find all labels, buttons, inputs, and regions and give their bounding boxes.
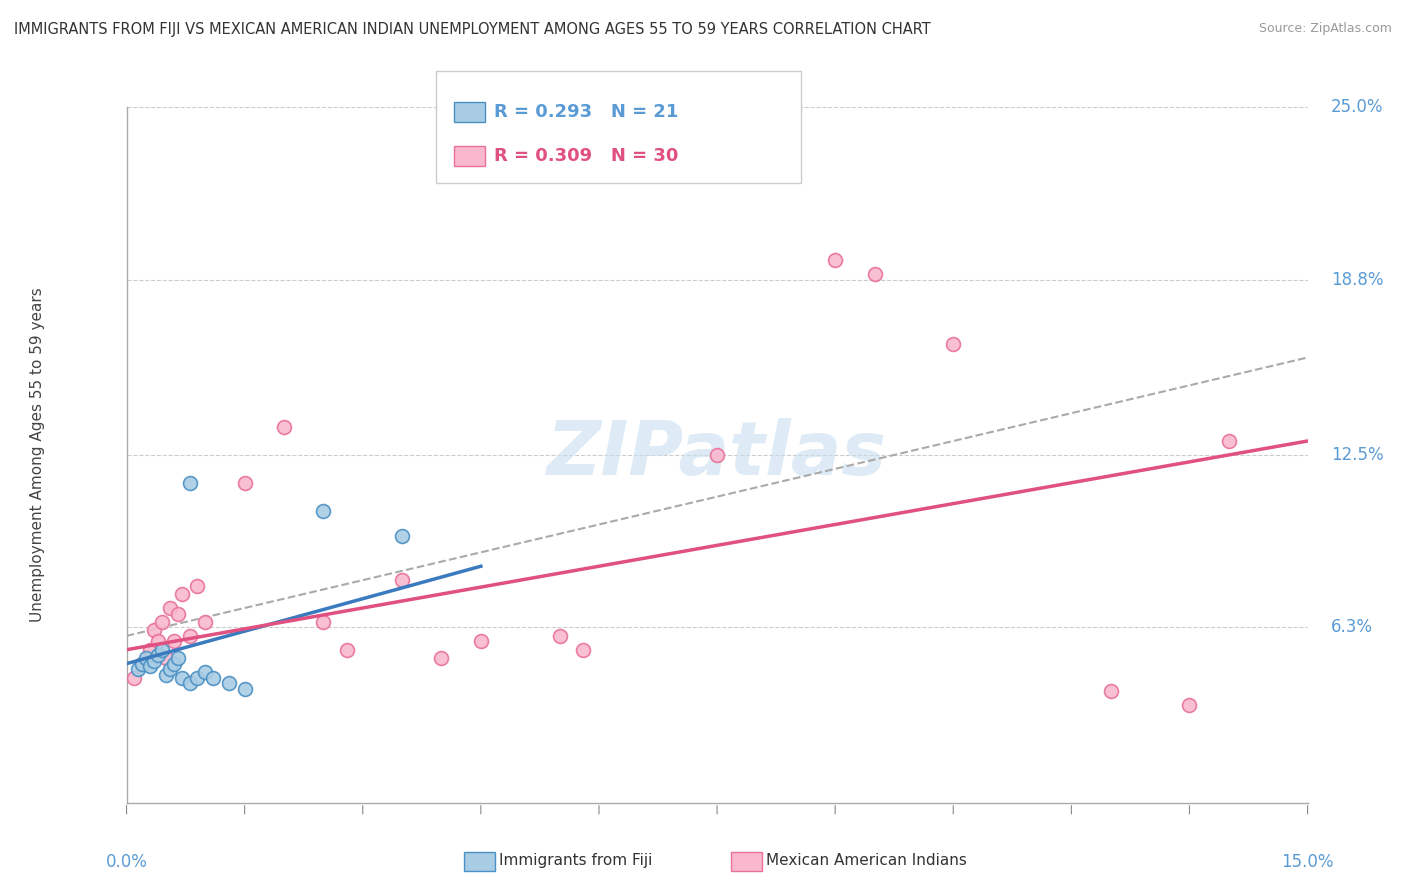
Point — [202, 671, 225, 685]
Point — [706, 448, 728, 462]
Point — [124, 671, 146, 685]
Point — [470, 634, 492, 648]
Text: ZIPatlas: ZIPatlas — [547, 418, 887, 491]
Point — [179, 629, 201, 643]
Point — [336, 642, 359, 657]
Point — [233, 681, 256, 696]
Point — [155, 651, 177, 665]
Point — [139, 642, 162, 657]
Point — [179, 475, 201, 490]
Point — [139, 659, 162, 673]
Point — [163, 657, 186, 671]
Point — [131, 657, 153, 671]
Text: Source: ZipAtlas.com: Source: ZipAtlas.com — [1258, 22, 1392, 36]
Point — [194, 665, 217, 679]
Point — [863, 267, 886, 281]
Point — [159, 601, 181, 615]
Point — [170, 671, 193, 685]
Point — [548, 629, 571, 643]
Point — [942, 336, 965, 351]
Point — [166, 651, 188, 665]
Point — [824, 253, 846, 268]
Point — [163, 634, 186, 648]
Point — [572, 642, 595, 657]
Text: 12.5%: 12.5% — [1331, 446, 1384, 464]
Point — [146, 648, 169, 663]
Point — [127, 662, 149, 676]
Point — [143, 624, 166, 638]
Point — [1099, 684, 1122, 698]
Point — [273, 420, 295, 434]
Point — [159, 662, 181, 676]
Point — [186, 579, 208, 593]
Point — [430, 651, 453, 665]
Point — [1218, 434, 1240, 448]
Point — [170, 587, 193, 601]
Point — [179, 676, 201, 690]
Text: 18.8%: 18.8% — [1331, 270, 1384, 289]
Text: Immigrants from Fiji: Immigrants from Fiji — [499, 854, 652, 868]
Text: R = 0.293   N = 21: R = 0.293 N = 21 — [494, 103, 678, 120]
Point — [312, 503, 335, 517]
Point — [135, 651, 157, 665]
Text: 25.0%: 25.0% — [1331, 98, 1384, 116]
Point — [194, 615, 217, 629]
Point — [391, 528, 413, 542]
Text: 6.3%: 6.3% — [1331, 618, 1374, 637]
Point — [155, 667, 177, 681]
Point — [312, 615, 335, 629]
Point — [1178, 698, 1201, 713]
Point — [218, 676, 240, 690]
Point — [131, 657, 153, 671]
Text: R = 0.309   N = 30: R = 0.309 N = 30 — [494, 147, 678, 165]
Point — [146, 634, 169, 648]
Text: Unemployment Among Ages 55 to 59 years: Unemployment Among Ages 55 to 59 years — [31, 287, 45, 623]
Point — [150, 615, 173, 629]
Point — [166, 607, 188, 621]
Point — [186, 671, 208, 685]
Text: Mexican American Indians: Mexican American Indians — [766, 854, 967, 868]
Point — [391, 573, 413, 587]
Text: 15.0%: 15.0% — [1281, 853, 1334, 871]
Point — [143, 654, 166, 668]
Point — [150, 642, 173, 657]
Point — [233, 475, 256, 490]
Text: IMMIGRANTS FROM FIJI VS MEXICAN AMERICAN INDIAN UNEMPLOYMENT AMONG AGES 55 TO 59: IMMIGRANTS FROM FIJI VS MEXICAN AMERICAN… — [14, 22, 931, 37]
Text: 0.0%: 0.0% — [105, 853, 148, 871]
